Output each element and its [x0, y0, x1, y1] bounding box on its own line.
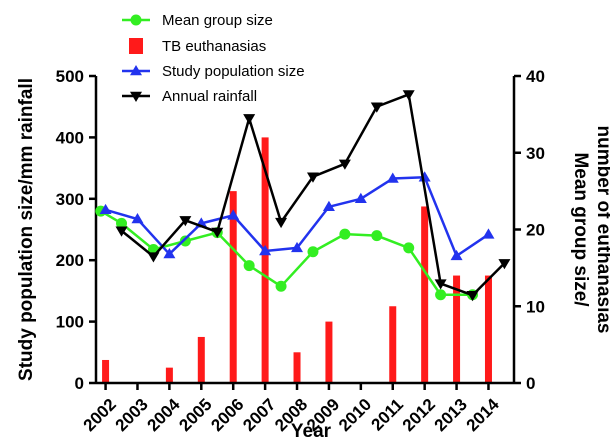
marker-triangle-up: [418, 171, 431, 182]
marker-triangle-down: [306, 172, 319, 183]
legend-label: Study population size: [162, 63, 305, 80]
marker-circle: [339, 228, 351, 240]
marker-triangle-down: [179, 216, 192, 227]
marker-triangle-up: [227, 209, 240, 220]
bar-tb-euthanasias: [325, 321, 333, 383]
x-tick-label: 2004: [144, 394, 185, 435]
x-tick-label: 2014: [463, 394, 504, 435]
legend-item: Study population size: [122, 63, 305, 80]
left-tick-label: 500: [56, 67, 84, 86]
marker-circle: [243, 260, 255, 272]
right-tick-label: 30: [526, 144, 545, 163]
bar-tb-euthanasias: [453, 275, 461, 383]
marker-triangle-up: [482, 228, 495, 239]
marker-triangle-down: [434, 279, 447, 290]
marker-circle: [130, 14, 142, 26]
marker-triangle-up: [450, 249, 463, 261]
line-annual-rainfall: [120, 93, 506, 297]
marker-circle: [403, 242, 415, 254]
bar-tb-euthanasias: [197, 336, 205, 383]
bar-tb-euthanasias: [421, 206, 429, 383]
marker-triangle-down: [466, 290, 479, 302]
marker-triangle-down: [275, 217, 288, 229]
right-tick-label: 40: [526, 67, 545, 86]
marker-circle: [435, 289, 447, 301]
lines-layer: [95, 90, 511, 302]
legend-label: Mean group size: [162, 12, 273, 29]
marker-triangle-up: [354, 192, 367, 203]
marker-circle: [116, 217, 128, 229]
bar-tb-euthanasias: [261, 137, 269, 383]
marker-triangle-up: [99, 203, 112, 215]
marker-triangle-down: [402, 90, 415, 101]
axis-titles-layer: Year Study population size/mm rainfall Mea…: [16, 78, 610, 442]
right-tick-label: 10: [526, 297, 545, 316]
legend-swatch-bar: [129, 38, 143, 54]
right-axis-title-line-1: Mean group size/: [570, 152, 591, 307]
x-tick-label: 2013: [431, 395, 471, 435]
x-tick-label: 2007: [239, 395, 279, 435]
marker-triangle-down: [338, 159, 351, 170]
x-tick-label: 2010: [335, 395, 375, 435]
marker-triangle-up: [322, 200, 335, 211]
x-tick-label: 2002: [80, 395, 120, 435]
marker-circle: [371, 230, 383, 242]
marker-triangle-up: [291, 241, 304, 253]
left-tick-label: 300: [56, 190, 84, 209]
marker-triangle-up: [131, 213, 144, 224]
legend-label: TB euthanasias: [162, 38, 266, 55]
x-axis-title: Year: [291, 421, 332, 442]
marker-circle: [275, 280, 287, 292]
left-tick-label: 400: [56, 128, 84, 147]
marker-circle: [179, 235, 191, 247]
marker-triangle-up: [130, 65, 142, 76]
left-axis-title: Study population size/mm rainfall: [16, 78, 37, 381]
marker-triangle-down: [498, 259, 511, 270]
marker-triangle-down: [115, 226, 128, 237]
bar-tb-euthanasias: [293, 352, 301, 383]
x-tick-label: 2012: [399, 395, 439, 435]
legend: Mean group size TB euthanasias Study popul…: [122, 12, 305, 105]
right-tick-label: 0: [526, 374, 535, 393]
x-tick-label: 2011: [368, 395, 408, 435]
marker-triangle-up: [259, 244, 272, 256]
right-tick-label: 20: [526, 221, 545, 240]
left-tick-label: 0: [75, 374, 84, 393]
marker-circle: [307, 246, 319, 258]
legend-item: TB euthanasias: [129, 38, 266, 55]
left-tick-label: 200: [56, 251, 84, 270]
bar-tb-euthanasias: [102, 359, 110, 383]
bar-tb-euthanasias: [484, 275, 492, 383]
marker-triangle-down: [243, 114, 256, 125]
marker-triangle-up: [163, 248, 176, 259]
bars-layer: [102, 137, 492, 383]
marker-triangle-down: [130, 91, 142, 102]
legend-item: Mean group size: [122, 12, 273, 29]
x-tick-label: 2006: [207, 395, 247, 435]
marker-triangle-down: [211, 227, 224, 238]
legend-item: Annual rainfall: [122, 88, 257, 105]
bar-tb-euthanasias: [229, 191, 237, 383]
x-tick-label: 2003: [112, 395, 152, 435]
bar-tb-euthanasias: [389, 306, 397, 383]
legend-label: Annual rainfall: [162, 88, 257, 105]
marker-triangle-down: [370, 102, 383, 113]
left-tick-label: 100: [56, 313, 84, 332]
marker-triangle-down: [147, 252, 160, 263]
marker-triangle-up: [386, 172, 399, 183]
right-axis-title-line-2: number of euthanasias: [593, 126, 610, 334]
bar-tb-euthanasias: [165, 367, 173, 383]
x-tick-label: 2005: [175, 395, 215, 435]
